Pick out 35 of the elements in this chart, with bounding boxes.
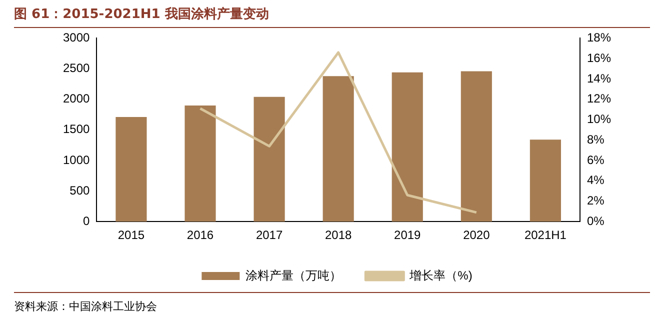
bar xyxy=(460,71,492,222)
legend-label: 涂料产量（万吨） xyxy=(246,268,342,282)
y-tick-label: 2000 xyxy=(62,92,90,106)
y2-tick-label: 16% xyxy=(586,50,612,65)
y-tick-label: 500 xyxy=(70,183,90,198)
bar xyxy=(254,96,285,222)
y2-tick-label: 10% xyxy=(586,112,612,126)
x-tick-label: 2017 xyxy=(256,228,283,242)
bar xyxy=(322,76,354,222)
bar xyxy=(392,72,423,222)
bar xyxy=(116,117,147,222)
y2-tick-label: 4% xyxy=(586,173,605,188)
y-tick-label: 1000 xyxy=(62,152,90,167)
bar xyxy=(530,140,561,222)
y-tick-label: 0 xyxy=(83,214,90,228)
x-tick-label: 2016 xyxy=(186,228,214,242)
y-tick-label: 1500 xyxy=(62,122,90,136)
x-tick-label: 2018 xyxy=(324,228,352,242)
y2-tick-label: 8% xyxy=(586,132,605,146)
y2-tick-label: 2% xyxy=(586,194,605,208)
x-tick-label: 2021H1 xyxy=(524,228,567,242)
x-tick-label: 2020 xyxy=(463,228,490,242)
y2-tick-label: 18% xyxy=(586,30,612,45)
legend-label: 增长率（%) xyxy=(408,268,472,282)
bar xyxy=(184,105,216,222)
text: 资料来源：中国涂料工业协会 xyxy=(14,299,158,314)
y2-tick-label: 0% xyxy=(586,214,605,228)
chart-title: 图 61：2015-2021H1 我国涂料产量变动 xyxy=(14,0,650,28)
x-tick-label: 2015 xyxy=(118,228,145,242)
y2-tick-label: 6% xyxy=(586,152,605,167)
x-tick-label: 2019 xyxy=(394,228,422,242)
y2-tick-label: 12% xyxy=(586,92,612,106)
y-tick-label: 2500 xyxy=(62,61,90,76)
y-tick-label: 3000 xyxy=(62,30,90,45)
y2-tick-label: 14% xyxy=(586,71,612,86)
